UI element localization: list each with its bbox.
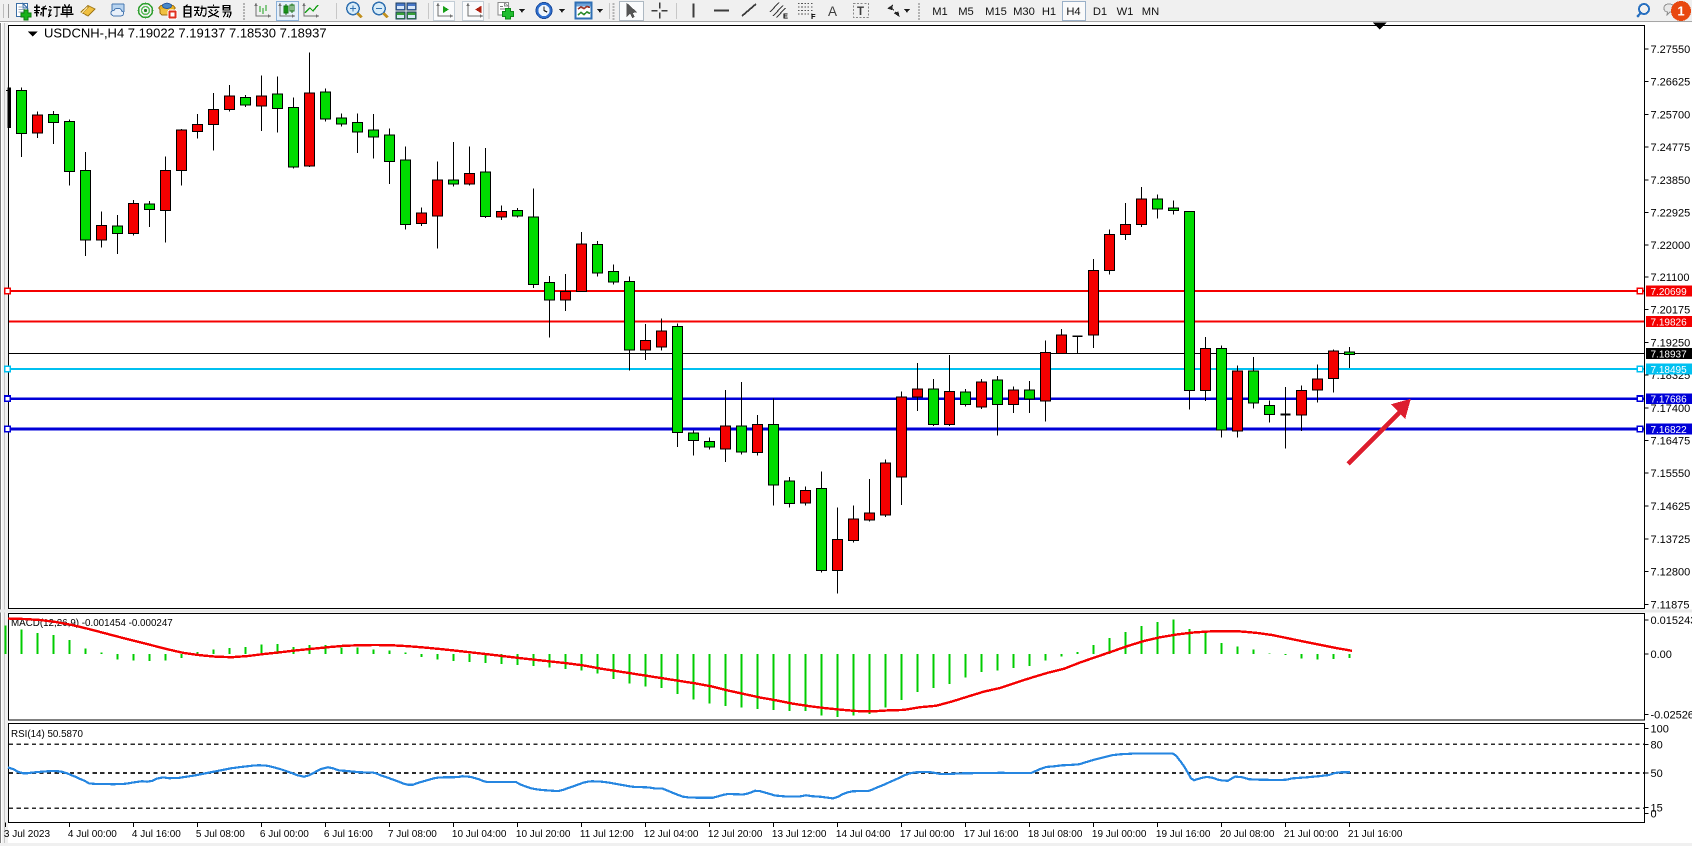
svg-text:7.24775: 7.24775 [1651,142,1691,154]
svg-text:RSI(14) 50.5870: RSI(14) 50.5870 [11,729,83,740]
svg-text:7.18937: 7.18937 [1651,350,1688,361]
svg-text:14 Jul 04:00: 14 Jul 04:00 [836,829,891,840]
svg-text:A: A [828,4,837,19]
svg-text:7.14625: 7.14625 [1651,501,1691,513]
svg-text:7.26625: 7.26625 [1651,77,1691,89]
svg-text:18 Jul 08:00: 18 Jul 08:00 [1028,829,1083,840]
svg-text:7.18495: 7.18495 [1651,365,1688,376]
svg-text:7.16822: 7.16822 [1651,425,1688,436]
svg-text:10 Jul 20:00: 10 Jul 20:00 [516,829,571,840]
svg-text:F: F [811,12,816,21]
svg-text:M5: M5 [958,6,974,18]
svg-text:4 Jul 16:00: 4 Jul 16:00 [132,829,181,840]
svg-text:100: 100 [1651,724,1669,736]
svg-text:13 Jul 12:00: 13 Jul 12:00 [772,829,827,840]
svg-text:50: 50 [1651,768,1663,780]
svg-text:W1: W1 [1117,6,1134,18]
svg-text:7.13725: 7.13725 [1651,534,1691,546]
svg-text:0: 0 [1651,809,1657,821]
svg-text:21 Jul 00:00: 21 Jul 00:00 [1284,829,1339,840]
svg-text:MACD(12,26,9) -0.001454 -0.000: MACD(12,26,9) -0.001454 -0.000247 [11,618,173,629]
svg-text:7.21100: 7.21100 [1651,272,1690,284]
svg-text:12 Jul 04:00: 12 Jul 04:00 [644,829,699,840]
svg-text:20 Jul 08:00: 20 Jul 08:00 [1220,829,1275,840]
svg-text:1: 1 [1677,4,1684,19]
svg-text:19 Jul 00:00: 19 Jul 00:00 [1092,829,1147,840]
svg-text:E: E [783,12,788,21]
svg-text:12 Jul 20:00: 12 Jul 20:00 [708,829,763,840]
svg-text:0.00: 0.00 [1651,649,1672,661]
svg-text:MN: MN [1142,6,1159,18]
svg-text:11 Jul 12:00: 11 Jul 12:00 [580,829,634,840]
svg-text:0.015243: 0.015243 [1651,615,1692,627]
svg-text:7.20175: 7.20175 [1651,305,1691,317]
svg-text:17 Jul 00:00: 17 Jul 00:00 [900,829,955,840]
svg-text:7.27550: 7.27550 [1651,44,1691,56]
svg-text:19 Jul 16:00: 19 Jul 16:00 [1156,829,1211,840]
svg-text:4 Jul 00:00: 4 Jul 00:00 [68,829,117,840]
svg-text:7.19826: 7.19826 [1651,318,1688,329]
svg-text:5 Jul 08:00: 5 Jul 08:00 [196,829,245,840]
svg-text:15: 15 [1651,803,1663,815]
svg-text:USDCNH-,H4 7.19022 7.19137 7.: USDCNH-,H4 7.19022 7.19137 7.18530 7.189… [44,26,327,41]
svg-text:7.25700: 7.25700 [1651,109,1691,121]
svg-text:10 Jul 04:00: 10 Jul 04:00 [452,829,507,840]
svg-text:7.11875: 7.11875 [1651,600,1690,612]
svg-text:3 Jul 2023: 3 Jul 2023 [4,829,51,840]
svg-text:7 Jul 08:00: 7 Jul 08:00 [388,829,437,840]
svg-text:7.17400: 7.17400 [1651,403,1691,415]
svg-text:H4: H4 [1066,6,1080,18]
svg-text:21 Jul 16:00: 21 Jul 16:00 [1348,829,1403,840]
svg-text:D1: D1 [1093,6,1107,18]
svg-text:7.15550: 7.15550 [1651,468,1691,480]
svg-text:7.23850: 7.23850 [1651,175,1691,187]
svg-text:H1: H1 [1042,6,1056,18]
svg-text:M1: M1 [932,6,948,18]
svg-text:6 Jul 16:00: 6 Jul 16:00 [324,829,373,840]
svg-text:7.16475: 7.16475 [1651,436,1691,448]
svg-text:-0.025267: -0.025267 [1651,709,1692,721]
svg-text:7.17686: 7.17686 [1651,395,1688,406]
svg-text:M15: M15 [985,6,1007,18]
svg-text:7.22000: 7.22000 [1651,240,1691,252]
svg-text:T: T [857,6,864,18]
svg-text:7.12800: 7.12800 [1651,567,1691,579]
svg-text:6 Jul 00:00: 6 Jul 00:00 [260,829,309,840]
svg-text:M30: M30 [1013,6,1035,18]
svg-text:7.19250: 7.19250 [1651,337,1691,349]
svg-text:17 Jul 16:00: 17 Jul 16:00 [964,829,1019,840]
svg-text:7.20699: 7.20699 [1651,287,1688,298]
svg-text:80: 80 [1651,740,1663,752]
svg-text:7.22925: 7.22925 [1651,208,1691,220]
